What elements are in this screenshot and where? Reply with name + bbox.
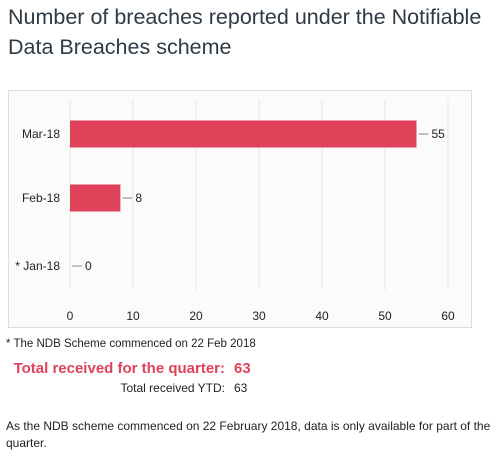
data-label: 8 [135, 191, 142, 205]
x-tick-label: 10 [126, 309, 140, 323]
category-label: Feb-18 [22, 191, 60, 205]
x-tick-label: 60 [441, 309, 455, 323]
chart-title: Number of breaches reported under the No… [8, 5, 482, 59]
x-tick-label: 20 [189, 309, 203, 323]
total-quarter-value: 63 [234, 360, 251, 377]
data-label: 0 [85, 259, 92, 273]
x-tick-label: 50 [378, 309, 392, 323]
availability-note: As the NDB scheme commenced on 22 Februa… [6, 419, 491, 450]
total-quarter-label: Total received for the quarter: [13, 360, 225, 377]
category-label: * Jan-18 [15, 259, 60, 273]
x-tick-label: 30 [252, 309, 266, 323]
total-ytd-label: Total received YTD: [120, 381, 226, 395]
chart-footnote: * The NDB Scheme commenced on 22 Feb 201… [6, 338, 256, 350]
bar [70, 120, 417, 148]
category-label: Mar-18 [22, 127, 60, 141]
data-label: 55 [432, 127, 446, 141]
x-tick-label: 40 [315, 309, 329, 323]
total-ytd-value: 63 [234, 381, 248, 395]
bar [70, 184, 121, 212]
x-tick-label: 0 [67, 309, 74, 323]
